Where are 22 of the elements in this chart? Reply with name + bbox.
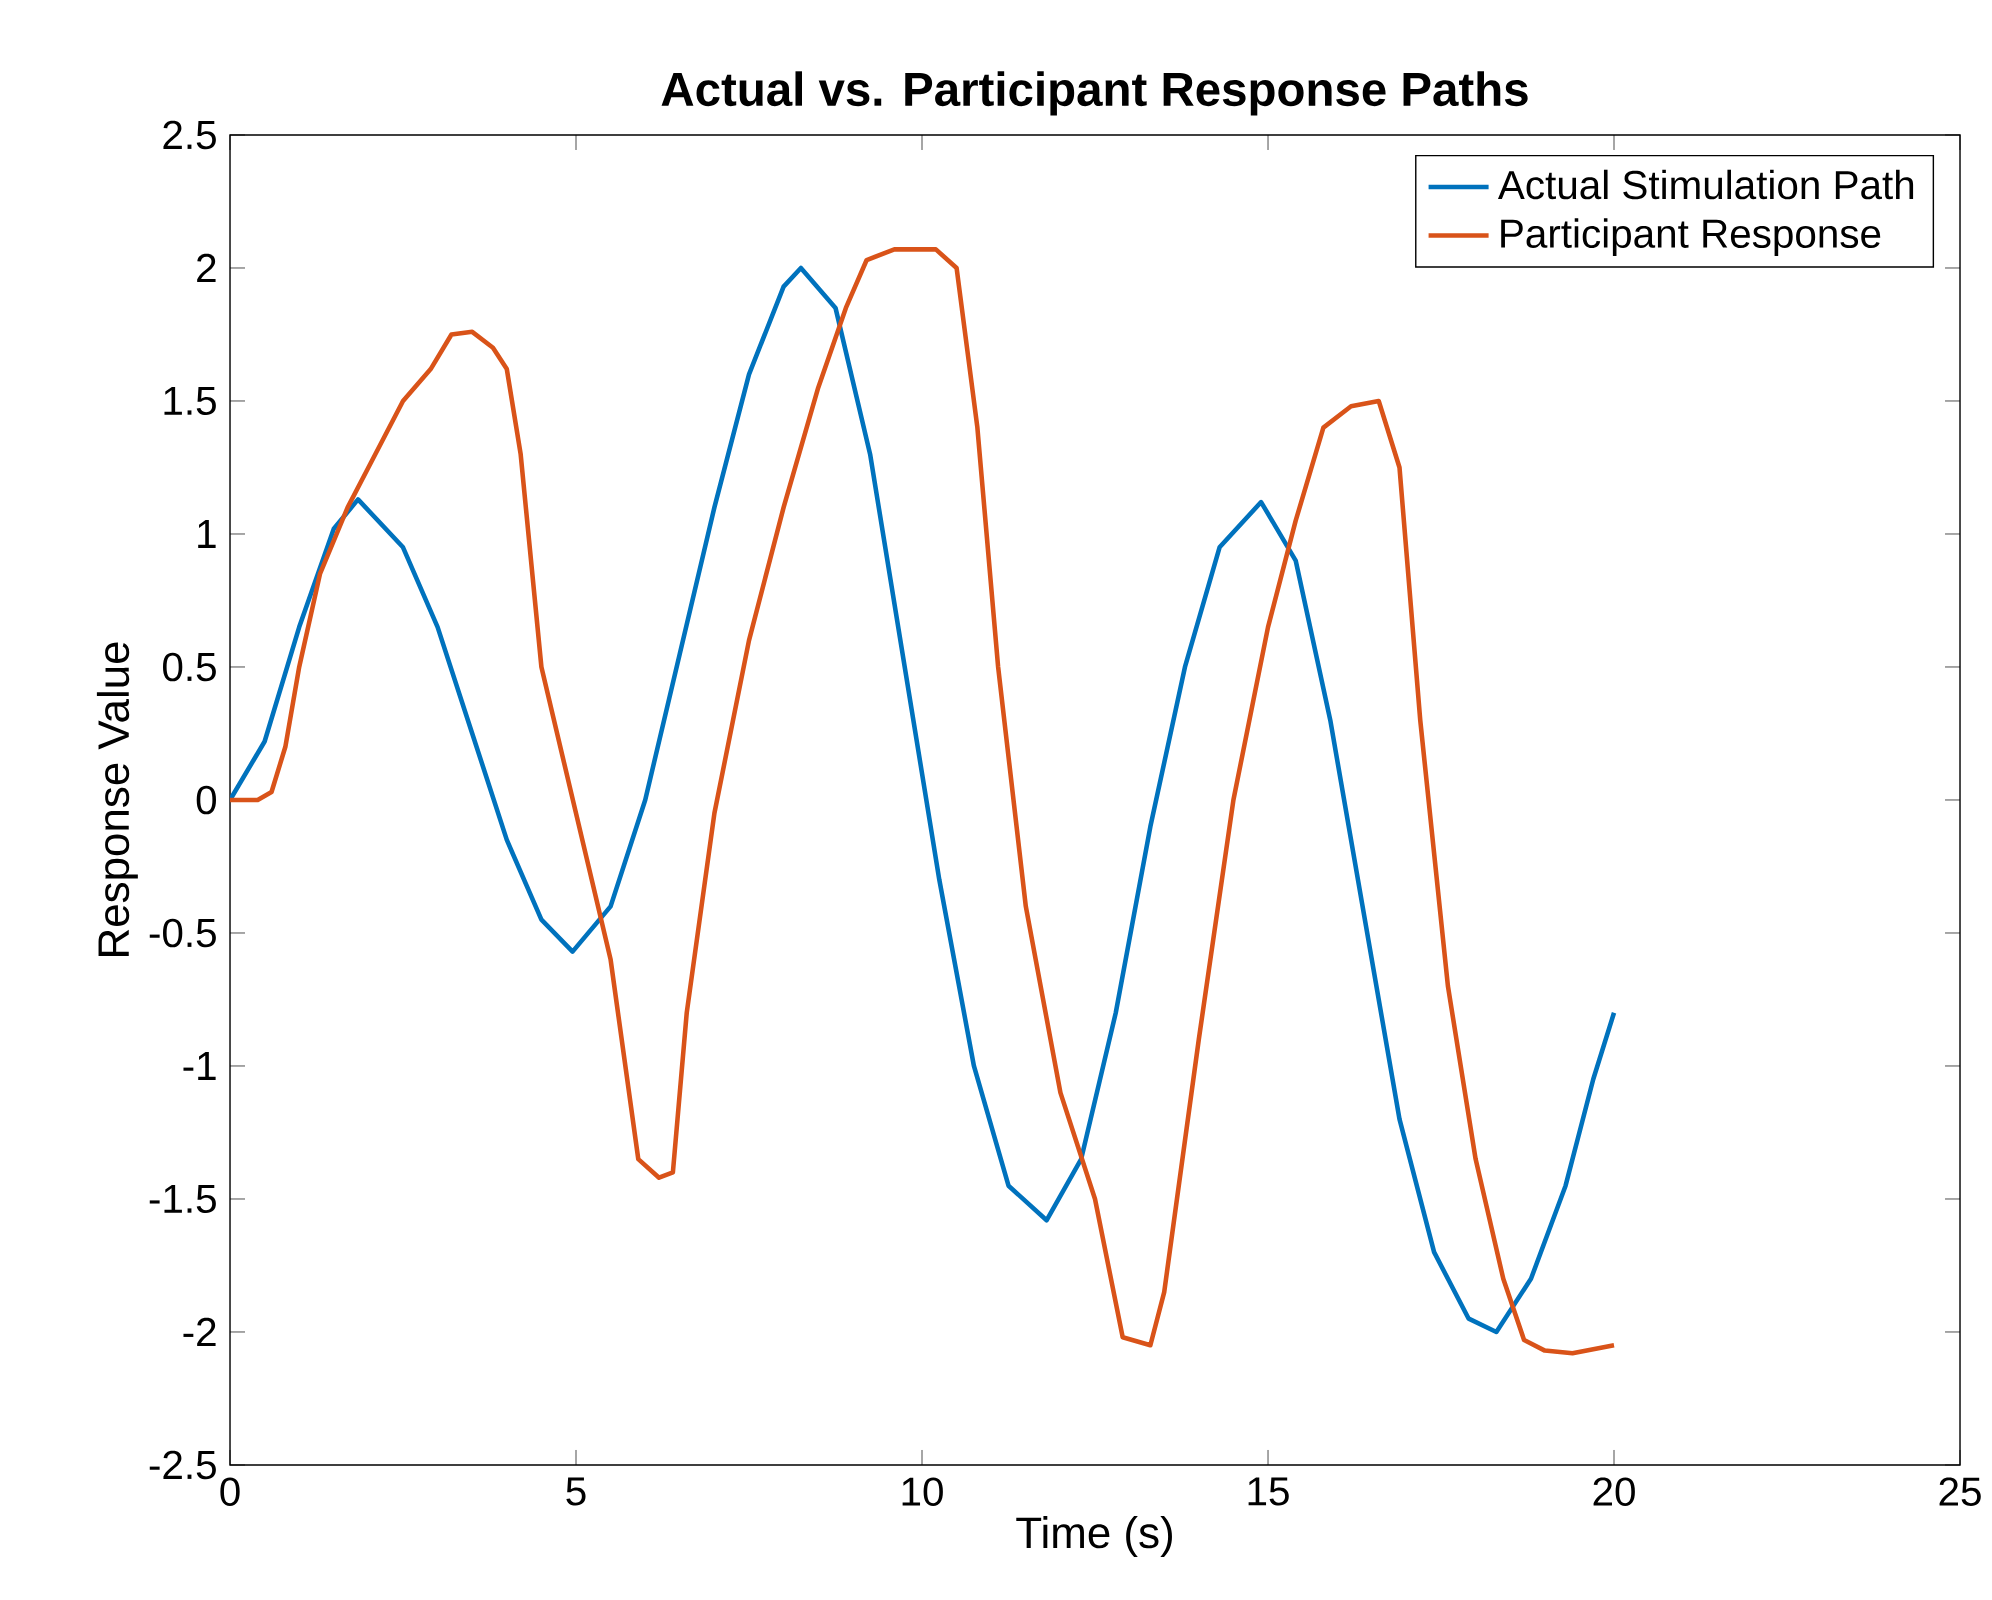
x-tick-label: 15 bbox=[1248, 1477, 1289, 1506]
y-tick-label: 1.5 bbox=[164, 386, 216, 416]
y-tick-label: 1 bbox=[198, 520, 216, 548]
x-tick-label: 0 bbox=[220, 1477, 240, 1507]
x-tick-label: 25 bbox=[1939, 1477, 1981, 1507]
y-tick-label: 2.5 bbox=[163, 120, 216, 150]
x-tick-label: 5 bbox=[566, 1477, 586, 1506]
y-tick-label: 0.5 bbox=[163, 652, 216, 682]
legend-label: Participant Response bbox=[1501, 218, 1881, 256]
y-tick-label: 2 bbox=[197, 253, 216, 283]
chart-title: Actual vs. Participant Response Paths bbox=[661, 71, 1528, 116]
x-axis-title: Time (s) bbox=[1016, 1516, 1172, 1558]
y-tick-label: -1 bbox=[183, 1052, 216, 1080]
y-tick-label: -0.5 bbox=[149, 918, 216, 948]
y-tick-label: -1.5 bbox=[149, 1184, 216, 1214]
y-tick-label: -2 bbox=[183, 1317, 216, 1347]
y-tick-label: 0 bbox=[196, 785, 216, 815]
legend-label: Actual Stimulation Path bbox=[1497, 169, 1914, 200]
x-tick-label: 10 bbox=[902, 1477, 943, 1507]
x-tick-label: 20 bbox=[1593, 1477, 1635, 1507]
y-axis-title: Response Value bbox=[96, 642, 138, 956]
y-tick-label: -2.5 bbox=[149, 1450, 216, 1480]
